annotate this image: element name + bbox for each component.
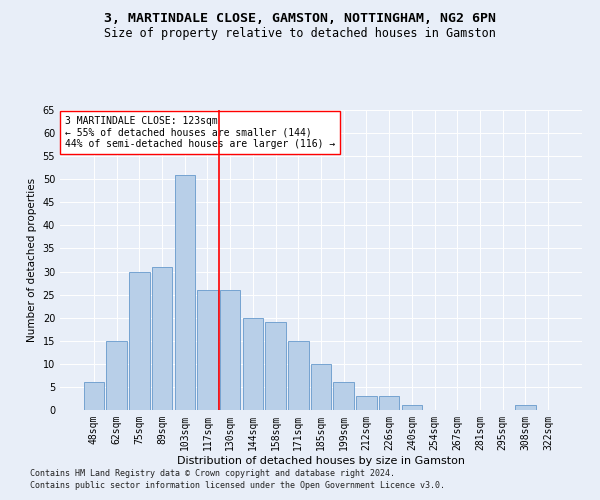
Text: 3, MARTINDALE CLOSE, GAMSTON, NOTTINGHAM, NG2 6PN: 3, MARTINDALE CLOSE, GAMSTON, NOTTINGHAM… [104, 12, 496, 26]
Bar [288, 341, 308, 410]
Bar [84, 382, 104, 410]
Bar [515, 406, 536, 410]
Bar [129, 272, 149, 410]
Y-axis label: Number of detached properties: Number of detached properties [27, 178, 37, 342]
Bar [379, 396, 400, 410]
Bar [220, 290, 241, 410]
Bar [175, 174, 195, 410]
X-axis label: Distribution of detached houses by size in Gamston: Distribution of detached houses by size … [177, 456, 465, 466]
Bar [106, 341, 127, 410]
Text: Size of property relative to detached houses in Gamston: Size of property relative to detached ho… [104, 28, 496, 40]
Bar [242, 318, 263, 410]
Text: Contains HM Land Registry data © Crown copyright and database right 2024.: Contains HM Land Registry data © Crown c… [30, 468, 395, 477]
Bar [356, 396, 377, 410]
Bar [152, 267, 172, 410]
Bar [334, 382, 354, 410]
Bar [265, 322, 286, 410]
Bar [311, 364, 331, 410]
Bar [401, 406, 422, 410]
Text: 3 MARTINDALE CLOSE: 123sqm
← 55% of detached houses are smaller (144)
44% of sem: 3 MARTINDALE CLOSE: 123sqm ← 55% of deta… [65, 116, 335, 149]
Bar [197, 290, 218, 410]
Text: Contains public sector information licensed under the Open Government Licence v3: Contains public sector information licen… [30, 481, 445, 490]
